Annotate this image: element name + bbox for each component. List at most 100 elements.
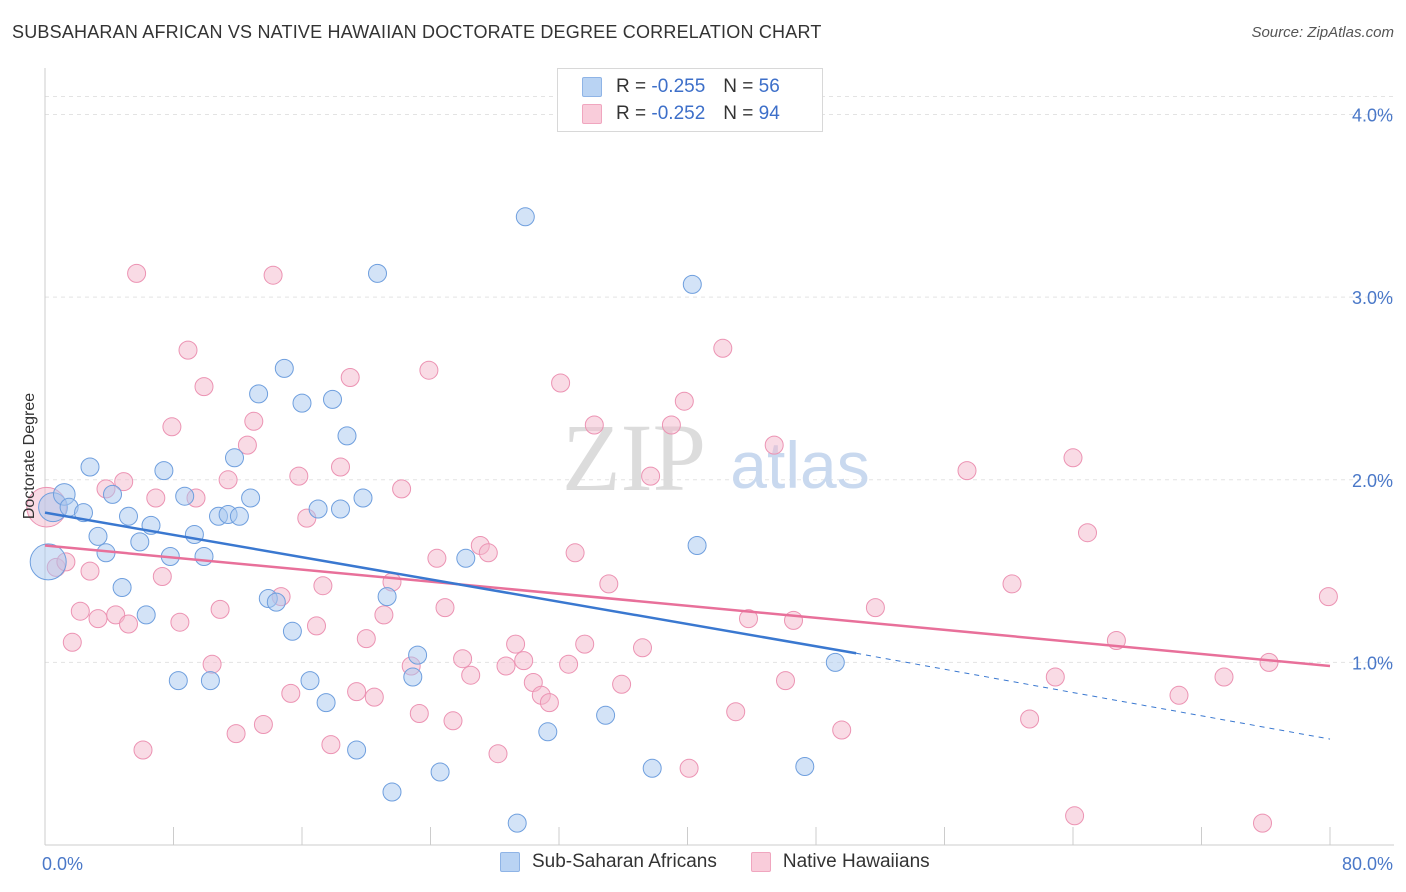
native-hawaiians-point[interactable] <box>356 629 376 649</box>
native-hawaiians-point[interactable] <box>575 634 595 654</box>
sub-saharan-africans-point[interactable] <box>200 671 220 691</box>
native-hawaiians-point[interactable] <box>263 265 283 285</box>
native-hawaiians-point[interactable] <box>253 715 273 734</box>
sub-saharan-africans-point[interactable] <box>154 461 174 481</box>
native-hawaiians-point[interactable] <box>551 373 571 393</box>
sub-saharan-africans-point[interactable] <box>403 667 423 687</box>
sub-saharan-africans-point[interactable] <box>377 587 397 607</box>
native-hawaiians-point[interactable] <box>506 634 526 654</box>
sub-saharan-africans-point[interactable] <box>249 384 269 404</box>
sub-saharan-africans-point[interactable] <box>112 578 132 597</box>
native-hawaiians-point[interactable] <box>1002 574 1022 594</box>
sub-saharan-africans-point[interactable] <box>456 548 476 568</box>
sub-saharan-africans-point[interactable] <box>74 503 93 523</box>
sub-saharan-africans-point[interactable] <box>130 532 150 552</box>
sub-saharan-africans-point[interactable] <box>382 782 402 802</box>
sub-saharan-africans-point[interactable] <box>241 488 261 508</box>
sub-saharan-africans-point[interactable] <box>175 486 195 506</box>
native-hawaiians-point[interactable] <box>713 338 733 358</box>
native-hawaiians-point[interactable] <box>661 415 681 435</box>
native-hawaiians-point[interactable] <box>1065 806 1085 826</box>
native-hawaiians-point[interactable] <box>1020 709 1040 729</box>
native-hawaiians-point[interactable] <box>832 720 852 740</box>
sub-saharan-africans-point[interactable] <box>292 393 312 413</box>
native-hawaiians-point[interactable] <box>218 470 238 490</box>
series-legend-blue[interactable]: Sub-Saharan Africans <box>500 851 717 873</box>
native-hawaiians-point[interactable] <box>612 674 632 694</box>
native-hawaiians-point[interactable] <box>127 263 147 283</box>
native-hawaiians-point[interactable] <box>435 598 455 618</box>
sub-saharan-africans-point[interactable] <box>515 207 535 227</box>
sub-saharan-africans-point[interactable] <box>408 645 428 665</box>
native-hawaiians-point[interactable] <box>599 574 619 594</box>
native-hawaiians-point[interactable] <box>307 616 326 636</box>
native-hawaiians-point[interactable] <box>289 466 309 486</box>
native-hawaiians-point[interactable] <box>488 744 508 764</box>
series-legend-pink[interactable]: Native Hawaiians <box>750 851 930 873</box>
sub-saharan-africans-point[interactable] <box>80 457 100 477</box>
native-hawaiians-point[interactable] <box>674 391 694 411</box>
native-hawaiians-point[interactable] <box>633 638 652 658</box>
native-hawaiians-point[interactable] <box>1318 587 1338 607</box>
sub-saharan-africans-point[interactable] <box>119 506 138 526</box>
native-hawaiians-point[interactable] <box>461 665 481 685</box>
sub-saharan-africans-point[interactable] <box>682 274 702 294</box>
native-hawaiians-point[interactable] <box>1259 652 1279 672</box>
sub-saharan-africans-point[interactable] <box>353 488 373 508</box>
sub-saharan-africans-point[interactable] <box>229 506 249 526</box>
native-hawaiians-point[interactable] <box>739 609 758 629</box>
sub-saharan-africans-point[interactable] <box>308 499 328 519</box>
sub-saharan-africans-point[interactable] <box>136 605 156 625</box>
native-hawaiians-point[interactable] <box>419 360 439 380</box>
native-hawaiians-point[interactable] <box>565 543 585 563</box>
native-hawaiians-point[interactable] <box>1214 667 1234 687</box>
native-hawaiians-point[interactable] <box>146 488 166 508</box>
sub-saharan-africans-point[interactable] <box>225 448 244 468</box>
native-hawaiians-point[interactable] <box>1253 813 1272 833</box>
sub-saharan-africans-point[interactable] <box>168 671 188 691</box>
native-hawaiians-point[interactable] <box>119 614 138 634</box>
native-hawaiians-point[interactable] <box>226 724 246 744</box>
native-hawaiians-point[interactable] <box>340 368 360 387</box>
native-hawaiians-point[interactable] <box>1078 523 1097 543</box>
sub-saharan-africans-point[interactable] <box>368 263 387 283</box>
native-hawaiians-point[interactable] <box>374 605 394 625</box>
native-hawaiians-point[interactable] <box>865 598 885 618</box>
native-hawaiians-point[interactable] <box>347 682 367 702</box>
sub-saharan-africans-point[interactable] <box>323 389 342 409</box>
native-hawaiians-point[interactable] <box>178 340 198 360</box>
native-hawaiians-point[interactable] <box>70 601 90 621</box>
sub-saharan-africans-point[interactable] <box>103 484 122 504</box>
native-hawaiians-point[interactable] <box>584 415 604 435</box>
native-hawaiians-point[interactable] <box>514 651 534 671</box>
native-hawaiians-point[interactable] <box>114 472 134 492</box>
native-hawaiians-point[interactable] <box>313 576 333 596</box>
native-hawaiians-point[interactable] <box>364 687 384 707</box>
sub-saharan-africans-point[interactable] <box>337 426 357 446</box>
native-hawaiians-point[interactable] <box>409 704 429 723</box>
sub-saharan-africans-point[interactable] <box>88 526 108 546</box>
sub-saharan-africans-point[interactable] <box>274 358 294 378</box>
native-hawaiians-point[interactable] <box>194 377 214 397</box>
native-hawaiians-point[interactable] <box>764 435 784 455</box>
sub-saharan-africans-point[interactable] <box>29 543 67 581</box>
native-hawaiians-point[interactable] <box>559 654 579 674</box>
native-hawaiians-point[interactable] <box>331 457 350 477</box>
sub-saharan-africans-point[interactable] <box>795 757 815 776</box>
native-hawaiians-point[interactable] <box>80 561 100 581</box>
sub-saharan-africans-point[interactable] <box>596 705 616 725</box>
native-hawaiians-point[interactable] <box>427 548 447 568</box>
native-hawaiians-point[interactable] <box>392 479 412 499</box>
sub-saharan-africans-point[interactable] <box>538 722 558 742</box>
native-hawaiians-point[interactable] <box>957 461 977 481</box>
native-hawaiians-point[interactable] <box>1045 667 1065 687</box>
sub-saharan-africans-point[interactable] <box>194 547 214 566</box>
sub-saharan-africans-point[interactable] <box>331 499 350 519</box>
native-hawaiians-point[interactable] <box>62 632 82 652</box>
sub-saharan-africans-point[interactable] <box>825 652 845 672</box>
sub-saharan-africans-point[interactable] <box>642 758 662 778</box>
native-hawaiians-point[interactable] <box>281 683 301 703</box>
native-hawaiians-point[interactable] <box>539 693 559 713</box>
native-hawaiians-point[interactable] <box>726 702 746 722</box>
native-hawaiians-point[interactable] <box>170 612 190 632</box>
